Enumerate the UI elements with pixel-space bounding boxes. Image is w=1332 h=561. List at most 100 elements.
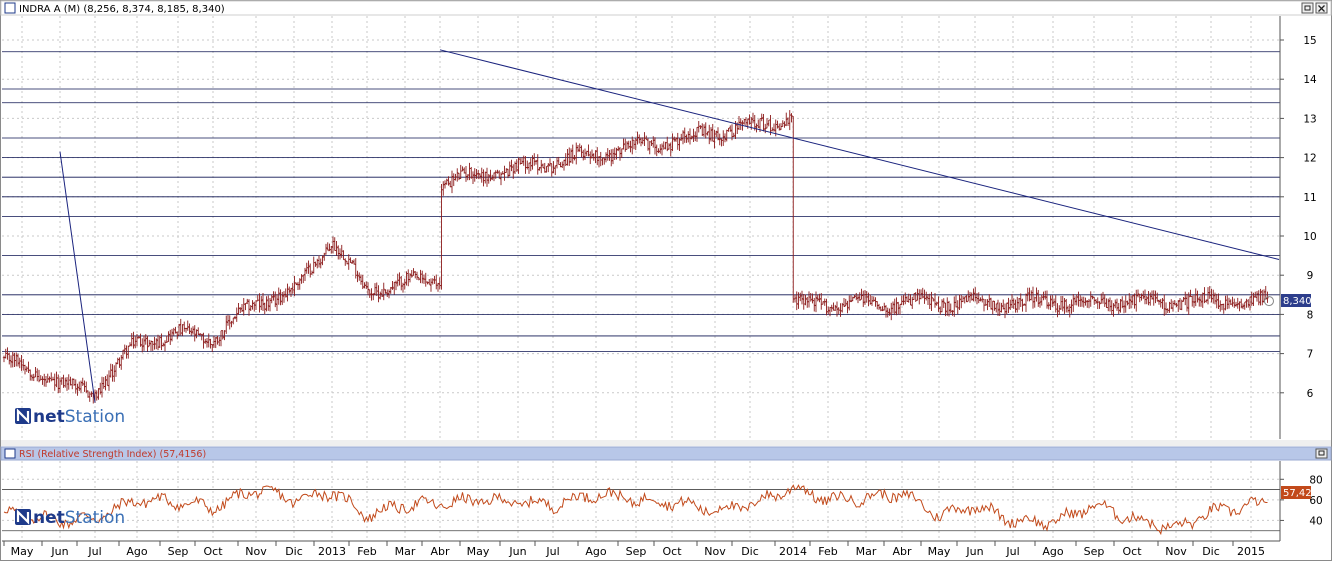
ohlc-bar <box>809 292 812 302</box>
ohlc-bar <box>897 301 900 315</box>
time-axis-label: Jun <box>50 545 68 558</box>
ohlc-bar <box>615 147 618 160</box>
ohlc-bar <box>109 363 112 378</box>
ohlc-bar <box>403 278 406 290</box>
ohlc-bar <box>1061 295 1064 312</box>
time-axis-label: 2015 <box>1237 545 1265 558</box>
ohlc-bar <box>452 173 455 187</box>
ohlc-bar <box>709 127 713 142</box>
ohlc-bar <box>865 291 868 303</box>
ohlc-bar <box>466 174 469 181</box>
ohlc-bar <box>1161 298 1164 309</box>
ohlc-bar <box>258 293 261 313</box>
time-axis-label: Dic <box>1202 545 1220 558</box>
close-button[interactable] <box>1315 2 1328 14</box>
ohlc-bar <box>1247 299 1250 308</box>
panel-separator[interactable] <box>1 440 1331 446</box>
ohlc-bar <box>244 303 247 311</box>
ohlc-bar <box>925 291 928 301</box>
ohlc-bar <box>797 292 800 309</box>
ohlc-bar <box>450 170 454 194</box>
ohlc-bar <box>659 144 662 154</box>
price-axis-label: 11 <box>1303 192 1316 204</box>
ohlc-bar <box>1254 291 1257 298</box>
logo-part2: Station <box>65 407 125 427</box>
ohlc-bar <box>571 144 574 164</box>
ohlc-bar <box>1152 290 1155 306</box>
ohlc-bar <box>967 290 970 302</box>
window-icon <box>4 2 16 14</box>
ohlc-bar <box>1042 291 1045 301</box>
ohlc-bar <box>30 374 34 381</box>
ohlc-bar <box>473 168 476 182</box>
support-trendline[interactable] <box>59 151 96 403</box>
ohlc-bar <box>120 355 123 370</box>
axis-corner <box>1281 542 1331 560</box>
resistance-trendline[interactable] <box>439 49 1280 261</box>
ohlc-bar <box>996 299 1000 316</box>
ohlc-bar <box>272 291 275 301</box>
ohlc-bar <box>1044 290 1047 300</box>
ohlc-bar <box>1107 298 1110 312</box>
ohlc-bar <box>762 114 765 132</box>
ohlc-bar <box>132 331 135 349</box>
ohlc-bar <box>613 147 616 160</box>
ohlc-bar <box>116 357 119 365</box>
ohlc-bar <box>1075 294 1078 306</box>
ohlc-bar <box>748 114 751 125</box>
time-axis-label: Sep <box>168 545 189 558</box>
ohlc-bar <box>169 329 172 345</box>
ohlc-bar <box>177 323 181 336</box>
horizontal-levels <box>2 51 1280 353</box>
ohlc-bar <box>487 174 490 184</box>
ohlc-bar <box>1177 300 1180 312</box>
ohlc-bar <box>1215 293 1218 309</box>
ohlc-bar <box>330 246 333 254</box>
ohlc-bar <box>862 290 865 308</box>
rsi-restore-button[interactable] <box>1315 448 1328 459</box>
ohlc-bar <box>71 378 74 390</box>
ohlc-bar <box>1257 290 1260 306</box>
ohlc-bar <box>155 338 158 350</box>
ohlc-bar <box>1208 286 1211 299</box>
ohlc-bar <box>288 286 291 294</box>
ohlc-bar <box>1126 300 1129 306</box>
ohlc-bar <box>190 327 193 336</box>
ohlc-bar <box>436 282 440 292</box>
ohlc-bar <box>1012 298 1015 309</box>
ohlc-bar <box>442 181 445 196</box>
ohlc-bar <box>310 270 314 275</box>
ohlc-bar <box>275 294 279 311</box>
ohlc-bar <box>1114 299 1117 309</box>
time-axis-label: Mar <box>856 545 877 558</box>
ohlc-bar <box>51 376 55 381</box>
ohlc-bar <box>386 289 389 297</box>
ohlc-bar <box>1040 294 1043 306</box>
ohlc-bar <box>186 320 189 331</box>
ohlc-bar <box>785 112 788 127</box>
ohlc-bar <box>723 133 727 143</box>
ohlc-bar <box>307 260 310 274</box>
ohlc-bar <box>515 159 518 172</box>
ohlc-bar <box>834 304 837 311</box>
time-axis-label: May <box>928 545 951 558</box>
ohlc-bar <box>1236 297 1239 309</box>
ohlc-bar <box>944 302 947 317</box>
time-axis-label: Nov <box>704 545 726 558</box>
restore-button[interactable] <box>1301 2 1314 14</box>
ohlc-bar <box>849 295 853 303</box>
ohlc-bar <box>139 333 142 347</box>
ohlc-bar <box>1112 303 1115 317</box>
ohlc-bar <box>904 292 907 305</box>
rsi-axis-label: 60 <box>1309 495 1322 507</box>
ohlc-bar <box>744 117 748 127</box>
ohlc-bar <box>617 146 620 152</box>
ohlc-bar <box>1007 297 1010 314</box>
ohlc-bar <box>135 334 139 347</box>
ohlc-bar <box>491 174 494 181</box>
ohlc-bar <box>1234 301 1238 307</box>
ohlc-bar <box>37 369 41 383</box>
ohlc-bar <box>1233 298 1236 308</box>
ohlc-bar <box>858 292 861 301</box>
